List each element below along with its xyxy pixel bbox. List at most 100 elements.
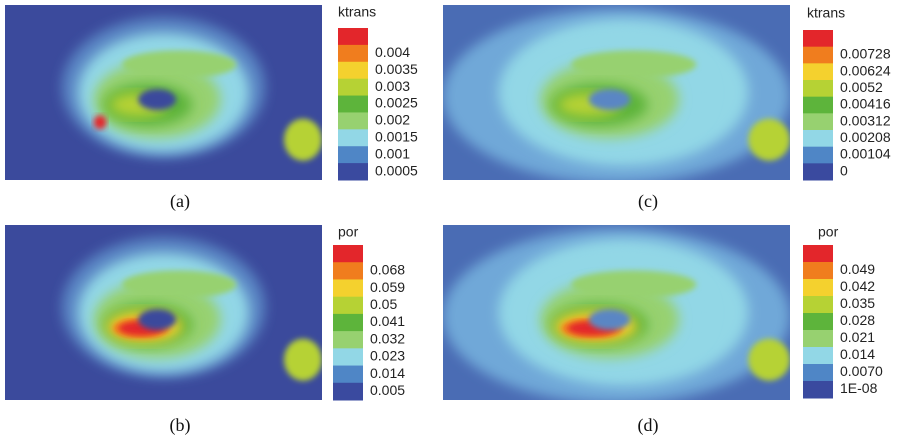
colorbar-swatch xyxy=(803,30,833,47)
colorbar-title: ktrans xyxy=(807,5,845,21)
contour-region xyxy=(122,271,236,299)
colorbar-title: por xyxy=(818,224,839,240)
contour-region xyxy=(571,271,696,299)
contour-image xyxy=(443,5,790,184)
colorbar-tick-label: 0.014 xyxy=(370,365,405,381)
colorbar-swatch xyxy=(803,313,833,331)
colorbar-swatch xyxy=(333,383,363,401)
colorbar-tick-label: 0 xyxy=(840,162,848,178)
colorbar-swatch xyxy=(338,112,368,129)
contour-region xyxy=(284,339,322,381)
colorbar-swatch xyxy=(338,129,368,146)
contour-image xyxy=(5,5,322,180)
colorbar-swatch xyxy=(338,79,368,96)
colorbar-tick-label: 0.059 xyxy=(370,279,405,295)
tick-labels: 0.0040.00350.0030.00250.0020.00150.0010.… xyxy=(375,44,418,178)
contour-region xyxy=(284,119,322,161)
colorbar-tick-label: 0.028 xyxy=(840,312,875,328)
contour-region xyxy=(589,89,631,110)
colorbar-swatch xyxy=(803,163,833,180)
colorbar-tick-label: 0.0035 xyxy=(375,61,418,77)
colorbar-swatch xyxy=(803,347,833,365)
contour-region xyxy=(589,309,631,330)
tick-labels: 0.0490.0420.0350.0280.0210.0140.00701E-0… xyxy=(840,261,883,396)
colorbar-tick-label: 0.00416 xyxy=(840,96,891,112)
contour-region xyxy=(748,119,790,161)
caption: (c) xyxy=(638,191,658,212)
caption: (a) xyxy=(170,191,190,212)
colorbar-swatch xyxy=(803,130,833,147)
colorbar-swatch xyxy=(338,62,368,79)
colorbar-swatch xyxy=(803,330,833,348)
colorbar-tick-label: 0.032 xyxy=(370,330,405,346)
colorbar-tick-label: 0.001 xyxy=(375,145,410,161)
contour-region xyxy=(748,339,790,381)
page: {"panels": [ {"title": "ktrans", "ticks"… xyxy=(0,0,899,440)
colorbar-tick-label: 0.0025 xyxy=(375,95,418,111)
colorbar-swatch xyxy=(333,245,363,263)
colorbar-tick-label: 0.041 xyxy=(370,313,405,329)
colorbar-swatch xyxy=(803,97,833,114)
colorbar-tick-label: 0.00728 xyxy=(840,46,891,62)
panel: ktrans0.0040.00350.0030.00250.0020.00150… xyxy=(5,4,418,212)
colorbar-title: ktrans xyxy=(338,4,376,20)
colorbar-tick-label: 0.00312 xyxy=(840,112,891,128)
colorbar-tick-label: 0.023 xyxy=(370,348,405,364)
colorbar-swatch xyxy=(803,47,833,64)
colorbar-swatch xyxy=(803,364,833,382)
panel: por 0.0490.0420.0350.0280.0210.0140.00701… xyxy=(443,224,883,436)
colorbar-swatch xyxy=(803,262,833,280)
colorbar-tick-label: 0.068 xyxy=(370,262,405,278)
colorbar-swatch xyxy=(338,96,368,113)
colorbar-tick-label: 0.042 xyxy=(840,278,875,294)
colorbar-swatch xyxy=(803,381,833,399)
colorbar-swatch xyxy=(803,279,833,297)
colorbar-swatch xyxy=(338,163,368,180)
colorbar-swatch xyxy=(333,279,363,297)
colorbar-tick-label: 0.0070 xyxy=(840,363,883,379)
colorbar-swatch xyxy=(333,297,363,315)
contour-image xyxy=(5,225,322,400)
colorbar-swatch xyxy=(803,245,833,263)
colorbar-swatch xyxy=(333,331,363,349)
colorbar-tick-label: 0.0052 xyxy=(840,79,883,95)
colorbar-swatch xyxy=(338,45,368,62)
colorbar-swatch xyxy=(333,314,363,332)
contour-region xyxy=(94,115,107,129)
colorbar-tick-label: 0.00624 xyxy=(840,62,891,78)
contour-region xyxy=(138,89,176,110)
panel: por0.0680.0590.050.0410.0320.0230.0140.0… xyxy=(5,224,405,436)
colorbar-tick-label: 0.021 xyxy=(840,329,875,345)
colorbar-tick-label: 0.049 xyxy=(840,261,875,277)
contour-region xyxy=(122,51,236,79)
caption: (d) xyxy=(638,415,659,436)
panel: ktrans 0.007280.006240.00520.004160.00312… xyxy=(443,5,891,212)
colorbar-swatch xyxy=(333,348,363,366)
colorbar-swatch xyxy=(803,147,833,164)
figure: ktrans0.0040.00350.0030.00250.0020.00150… xyxy=(0,0,899,440)
colorbar-swatch xyxy=(803,296,833,314)
colorbar-tick-label: 1E-08 xyxy=(840,380,878,396)
colorbar-swatch xyxy=(803,63,833,80)
colorbar-swatch xyxy=(338,28,368,45)
colorbar-tick-label: 0.004 xyxy=(375,44,410,60)
colorbar-swatch xyxy=(803,80,833,97)
colorbar-tick-label: 0.00104 xyxy=(840,146,891,162)
contour-region xyxy=(138,309,176,330)
contour-region xyxy=(571,51,696,79)
colorbar-tick-label: 0.0015 xyxy=(375,128,418,144)
colorbar-tick-label: 0.005 xyxy=(370,382,405,398)
colorbar-tick-label: 0.0005 xyxy=(375,162,418,178)
contour-image xyxy=(443,225,790,404)
colorbar-tick-label: 0.002 xyxy=(375,112,410,128)
colorbar-title: por xyxy=(338,224,359,240)
colorbar-swatch xyxy=(803,113,833,130)
colorbar-tick-label: 0.014 xyxy=(840,346,875,362)
colorbar-tick-label: 0.00208 xyxy=(840,129,891,145)
colorbar-swatch xyxy=(338,146,368,163)
colorbar-swatch xyxy=(333,366,363,384)
colorbar-tick-label: 0.003 xyxy=(375,78,410,94)
colorbar-swatch xyxy=(333,262,363,280)
colorbar-tick-label: 0.035 xyxy=(840,295,875,311)
